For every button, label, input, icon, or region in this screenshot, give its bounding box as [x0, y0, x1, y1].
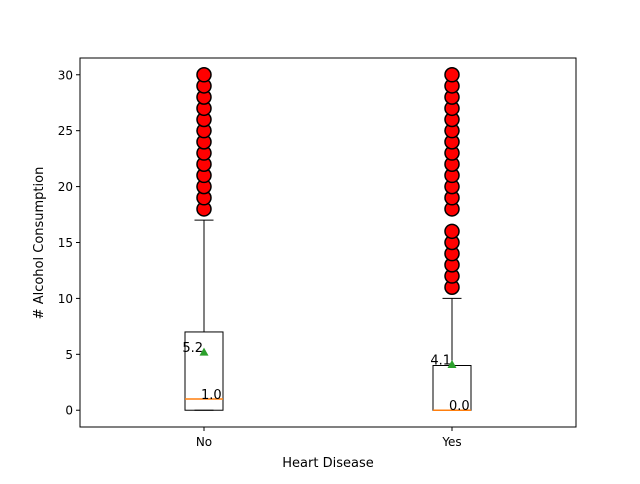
y-tick-label: 15	[58, 236, 73, 250]
y-tick-label: 10	[58, 292, 73, 306]
mean-value-label: 5.2	[182, 341, 203, 356]
x-tick-label: No	[196, 435, 212, 449]
plot-layer: 5.2 1.0 4.1 0.0	[182, 67, 472, 414]
outlier-point	[196, 67, 212, 83]
box-group-yes: 4.1 0.0	[430, 67, 472, 414]
y-tick-label: 25	[58, 124, 73, 138]
mean-marker	[447, 359, 457, 368]
outlier-point	[444, 223, 460, 240]
outlier-point	[444, 67, 460, 83]
mean-marker	[199, 347, 209, 356]
y-tick-label: 30	[58, 68, 73, 82]
y-tick-label: 0	[65, 404, 73, 418]
y-axis-label: # Alcohol Consumption	[32, 167, 47, 320]
x-axis-label: Heart Disease	[282, 456, 373, 471]
median-value-label: 1.0	[201, 388, 222, 403]
y-tick-label: 20	[58, 180, 73, 194]
mean-value-label: 4.1	[430, 353, 451, 368]
axis-layer: 0 5 10 15 20 25 30 No Yes	[58, 68, 462, 449]
median-value-label: 0.0	[449, 399, 470, 414]
box-group-no: 5.2 1.0	[182, 67, 224, 411]
iqr-box	[184, 331, 224, 411]
x-tick-label: Yes	[441, 435, 461, 449]
y-tick-label: 5	[65, 348, 73, 362]
